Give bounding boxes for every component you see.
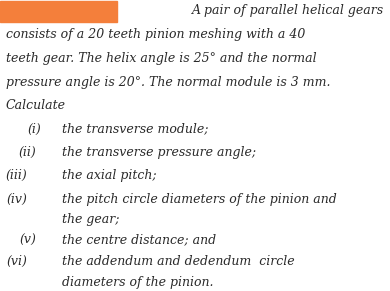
Text: the transverse pressure angle;: the transverse pressure angle;	[62, 146, 257, 159]
Text: diameters of the pinion.: diameters of the pinion.	[62, 276, 214, 289]
Text: pressure angle is 20°. The normal module is 3 mm.: pressure angle is 20°. The normal module…	[6, 76, 330, 88]
Text: the gear;: the gear;	[62, 213, 120, 226]
Text: consists of a 20 teeth pinion meshing with a 40: consists of a 20 teeth pinion meshing wi…	[6, 28, 305, 41]
Bar	[0, 1, 117, 22]
Text: Calculate: Calculate	[6, 100, 66, 112]
Text: the addendum and dedendum  circle: the addendum and dedendum circle	[62, 255, 295, 268]
Text: (v): (v)	[20, 234, 36, 246]
Text: the centre distance; and: the centre distance; and	[62, 234, 216, 246]
Text: (i): (i)	[27, 123, 41, 136]
Text: the axial pitch;: the axial pitch;	[62, 169, 157, 182]
Text: (ii): (ii)	[18, 146, 36, 159]
Text: teeth gear. The helix angle is 25° and the normal: teeth gear. The helix angle is 25° and t…	[6, 52, 316, 65]
Text: the transverse module;: the transverse module;	[62, 123, 209, 136]
Text: (iv): (iv)	[6, 193, 27, 205]
Text: (iii): (iii)	[5, 169, 27, 182]
Text: (vi): (vi)	[6, 255, 27, 268]
Text: the pitch circle diameters of the pinion and: the pitch circle diameters of the pinion…	[62, 193, 337, 205]
Text: A pair of parallel helical gears: A pair of parallel helical gears	[192, 4, 384, 17]
